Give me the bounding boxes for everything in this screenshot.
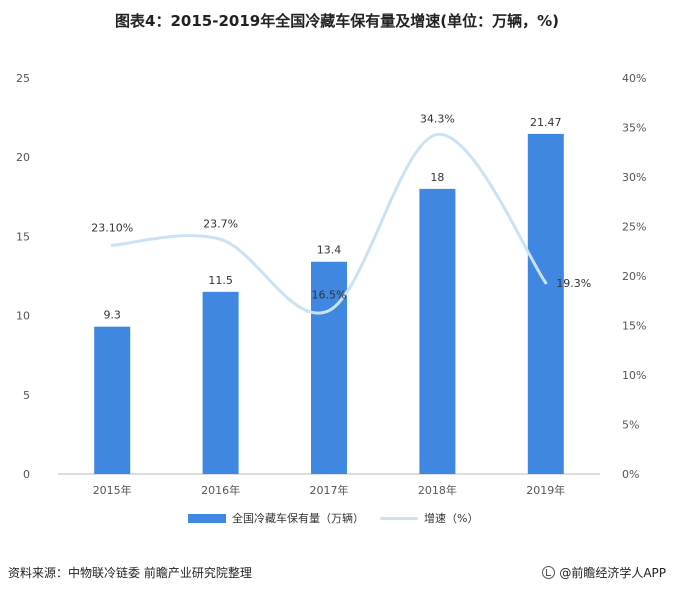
bar-value-label: 13.4 <box>317 244 342 257</box>
bar <box>419 188 456 474</box>
y-left-tick-label: 10 <box>16 310 30 323</box>
chart-canvas: 0 5 10 15 20 25 0% 5% 10% 15% 20% 25% 30% 35% 40% 9.3 11… <box>16 72 646 497</box>
y-right-tick-label: 30% <box>622 171 646 184</box>
legend-swatch-line <box>380 516 418 520</box>
y-left-tick-label: 25 <box>16 72 30 85</box>
y-right-tick-label: 40% <box>622 72 646 85</box>
line-value-label: 23.10% <box>91 221 133 234</box>
x-tick-label: 2015年 <box>93 483 132 497</box>
source-note: 资料来源：中物联冷链委 前瞻产业研究院整理 <box>8 566 252 580</box>
bar <box>311 261 347 474</box>
brand-credit: @前瞻经济学人APP <box>542 564 666 581</box>
y-right-tick-label: 20% <box>622 270 646 283</box>
bar <box>94 326 131 474</box>
y-left-tick-label: 15 <box>16 230 30 243</box>
legend-label-bar: 全国冷藏车保有量（万辆） <box>232 512 364 525</box>
x-tick-label: 2019年 <box>526 483 565 497</box>
y-left-tick-label: 0 <box>23 468 30 481</box>
legend-swatch-bar <box>188 513 226 523</box>
x-tick-label: 2017年 <box>310 483 349 497</box>
bar <box>527 133 564 474</box>
bar-value-label: 9.3 <box>103 309 121 322</box>
x-tick-label: 2016年 <box>201 483 240 497</box>
line-value-label: 16.5% <box>312 289 347 302</box>
bar-value-label: 18 <box>430 171 444 184</box>
bar-value-label: 21.47 <box>530 116 562 129</box>
line-value-label: 34.3% <box>420 112 455 125</box>
y-right-tick-label: 35% <box>622 122 646 135</box>
y-right-tick-label: 5% <box>622 419 639 432</box>
y-left-tick-label: 20 <box>16 151 30 164</box>
x-tick-label: 2018年 <box>418 483 457 497</box>
bar-value-label: 11.5 <box>208 274 233 287</box>
y-right-tick-label: 10% <box>622 369 646 382</box>
brand-logo-icon <box>542 566 556 579</box>
footer: 资料来源：中物联冷链委 前瞻产业研究院整理 @前瞻经济学人APP <box>0 560 674 584</box>
line-value-label: 23.7% <box>203 217 238 230</box>
y-right-tick-label: 0% <box>622 468 639 481</box>
brand-credit-text: @前瞻经济学人APP <box>559 566 666 580</box>
y-right-tick-label: 15% <box>622 320 646 333</box>
y-left-tick-label: 5 <box>23 389 30 402</box>
legend-item-bar: 全国冷藏车保有量（万辆） <box>188 510 364 526</box>
bar <box>202 291 239 474</box>
line-value-label: 19.3% <box>556 277 591 290</box>
y-right-tick-label: 25% <box>622 221 646 234</box>
legend-item-line: 增速（%） <box>380 510 478 526</box>
chart-title: 图表4：2015-2019年全国冷藏车保有量及增速(单位：万辆，%) <box>115 12 559 30</box>
growth-line <box>110 132 548 315</box>
chart-legend: 全国冷藏车保有量（万辆） 增速（%） <box>0 510 674 530</box>
legend-label-line: 增速（%） <box>424 512 479 525</box>
